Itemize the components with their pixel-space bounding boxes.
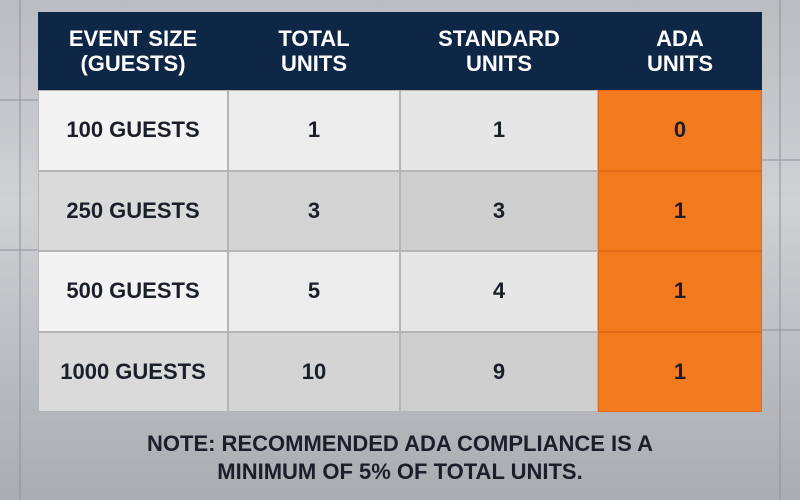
table-cell: 3 — [400, 170, 598, 251]
header-text: ADA — [656, 26, 704, 51]
table-cell: 5 — [228, 251, 400, 332]
note: NOTE: RECOMMENDED ADA COMPLIANCE IS A MIN… — [38, 430, 762, 486]
header-text: UNITS — [466, 51, 532, 76]
table-cell: 1 — [228, 90, 400, 171]
header-cell: ADA UNITS — [598, 12, 762, 90]
note-line: NOTE: RECOMMENDED ADA COMPLIANCE IS A — [147, 431, 653, 456]
header-text: STANDARD — [438, 26, 560, 51]
header-cell: EVENT SIZE (GUESTS) — [38, 12, 228, 90]
table-cell: 0 — [598, 90, 762, 171]
table-cell: 1 — [598, 170, 762, 251]
row-label: 500 GUESTS — [38, 251, 228, 332]
table-cell: 4 — [400, 251, 598, 332]
table-cell: 10 — [228, 331, 400, 412]
header-text: TOTAL — [278, 26, 350, 51]
row-label: 100 GUESTS — [38, 90, 228, 171]
header-text: EVENT SIZE — [68, 26, 198, 51]
table-cell: 1 — [400, 90, 598, 171]
header-cell: STANDARD UNITS — [400, 12, 598, 90]
table-cell: 1 — [598, 251, 762, 332]
header-text: UNITS — [281, 51, 347, 76]
header-cell: TOTAL UNITS — [228, 12, 400, 90]
note-line: MINIMUM OF 5% OF TOTAL UNITS. — [217, 459, 583, 484]
header-text: (GUESTS) — [80, 51, 186, 76]
table-cell: 1 — [598, 331, 762, 412]
table-cell: 3 — [228, 170, 400, 251]
row-label: 250 GUESTS — [38, 170, 228, 251]
table-cell: 9 — [400, 331, 598, 412]
header-text: UNITS — [647, 51, 713, 76]
row-label: 1000 GUESTS — [38, 331, 228, 412]
